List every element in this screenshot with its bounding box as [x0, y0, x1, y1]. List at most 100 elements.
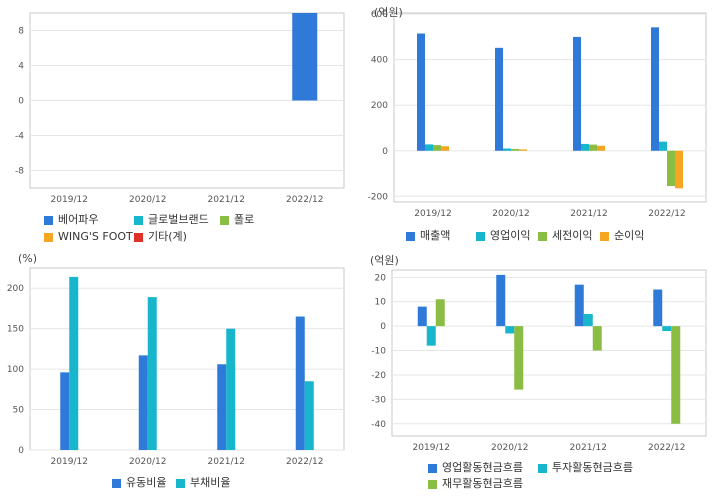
bar	[675, 150, 683, 189]
bar	[226, 328, 236, 450]
bar	[503, 148, 511, 151]
legend-swatch	[112, 478, 121, 488]
bar	[138, 355, 148, 450]
legend-item: 순이익	[600, 228, 644, 244]
legend-label: 폴로	[234, 213, 255, 226]
x-tick-label: 2022/12	[286, 195, 323, 205]
bar	[592, 326, 602, 351]
bar	[217, 364, 227, 450]
x-tick-label: 2019/12	[414, 209, 451, 219]
bar	[581, 143, 589, 151]
bar	[147, 297, 157, 450]
legend-cashflow: 영업활동현금흐름 투자활동현금흐름 재무활동현금흐름	[428, 460, 708, 494]
x-tick-label: 2021/12	[208, 195, 245, 205]
y-tick-label: -4	[15, 132, 24, 142]
y-tick-label: 100	[7, 365, 24, 375]
y-tick-label: 400	[371, 56, 388, 66]
bar	[519, 149, 527, 151]
x-tick-label: 2019/12	[51, 457, 88, 467]
legend-item: 베어파우	[44, 212, 98, 228]
bar	[417, 33, 425, 151]
legend-swatch	[134, 215, 143, 225]
bar	[589, 144, 597, 151]
plot-frame	[29, 267, 345, 451]
legend-label: 순이익	[614, 229, 645, 242]
legend-item: 글로벌브랜드	[134, 212, 209, 228]
y-tick-label: -10	[371, 347, 386, 357]
legend-ratios: 유동비율 부채비율	[112, 475, 312, 491]
unit-label-income: (억원)	[374, 6, 403, 19]
legend-label: WING'S FOOT	[58, 230, 133, 243]
y-tick-label: -8	[15, 167, 24, 177]
legend-label: 재무활동현금흐름	[442, 477, 523, 490]
bar	[583, 313, 593, 327]
bar	[417, 306, 427, 327]
legend-label: 세전이익	[552, 229, 593, 242]
legend-item: 재무활동현금흐름	[428, 476, 523, 492]
bar	[495, 47, 503, 151]
y-tick-label: 10	[375, 298, 387, 308]
x-tick-label: 2021/12	[570, 209, 607, 219]
bar	[292, 13, 318, 101]
x-tick-label: 2022/12	[648, 209, 685, 219]
bar	[496, 274, 506, 327]
bar	[511, 148, 519, 151]
x-tick-label: 2020/12	[491, 443, 528, 453]
bar	[435, 299, 445, 327]
y-tick-label: 0	[18, 446, 24, 456]
x-tick-label: 2022/12	[648, 443, 685, 453]
y-tick-label: 150	[7, 325, 24, 335]
bar	[304, 381, 314, 450]
y-tick-label: 200	[371, 101, 388, 111]
bar	[597, 145, 605, 151]
legend-item: 폴로	[220, 212, 254, 228]
x-tick-label: 2019/12	[413, 443, 450, 453]
x-tick-label: 2020/12	[492, 209, 529, 219]
x-tick-label: 2020/12	[129, 457, 166, 467]
plot-frame	[393, 12, 707, 203]
legend-swatch	[428, 479, 437, 489]
legend-item: 투자활동현금흐름	[538, 460, 633, 476]
bar	[574, 284, 584, 327]
bar	[505, 326, 515, 334]
legend-swatch	[428, 463, 437, 473]
y-tick-label: -30	[371, 395, 386, 405]
legend-item: 세전이익	[538, 228, 592, 244]
legend-item: 기타(계)	[134, 229, 187, 245]
bar	[295, 316, 305, 450]
legend-label: 매출액	[420, 229, 451, 242]
legend-label: 유동비율	[126, 476, 167, 489]
legend-swatch	[538, 463, 547, 473]
y-tick-label: 0	[380, 322, 386, 332]
legend-income: 매출액 영업이익 세전이익 순이익	[406, 228, 706, 244]
y-tick-label: 20	[375, 273, 387, 283]
bar	[441, 146, 449, 151]
y-tick-label: -200	[368, 192, 389, 202]
legend-swatch	[134, 232, 143, 242]
bar	[659, 141, 667, 151]
legend-label: 부채비율	[190, 476, 231, 489]
legend-swatch	[538, 231, 547, 241]
legend-item: 영업이익	[476, 228, 530, 244]
bar	[514, 326, 524, 390]
legend-label: 영업활동현금흐름	[442, 461, 523, 474]
y-tick-label: -20	[371, 371, 386, 381]
legend-swatch	[44, 215, 53, 225]
legend-swatch	[600, 231, 609, 241]
unit-label-ratios: (%)	[18, 252, 38, 265]
bar	[671, 326, 681, 424]
bar	[667, 150, 675, 187]
bar	[426, 326, 436, 346]
bar	[653, 289, 663, 327]
legend-item: 부채비율	[176, 475, 230, 491]
x-tick-label: 2021/12	[208, 457, 245, 467]
bar	[69, 276, 79, 450]
legend-item: 유동비율	[112, 475, 166, 491]
legend-label: 기타(계)	[148, 230, 187, 243]
legend-swatch	[476, 231, 485, 241]
bar	[651, 27, 659, 151]
x-tick-label: 2022/12	[286, 457, 323, 467]
x-tick-label: 2020/12	[129, 195, 166, 205]
legend-sales-composition: 베어파우 글로벌브랜드 폴로 WING'S FOOT 기타(계)	[44, 212, 344, 246]
